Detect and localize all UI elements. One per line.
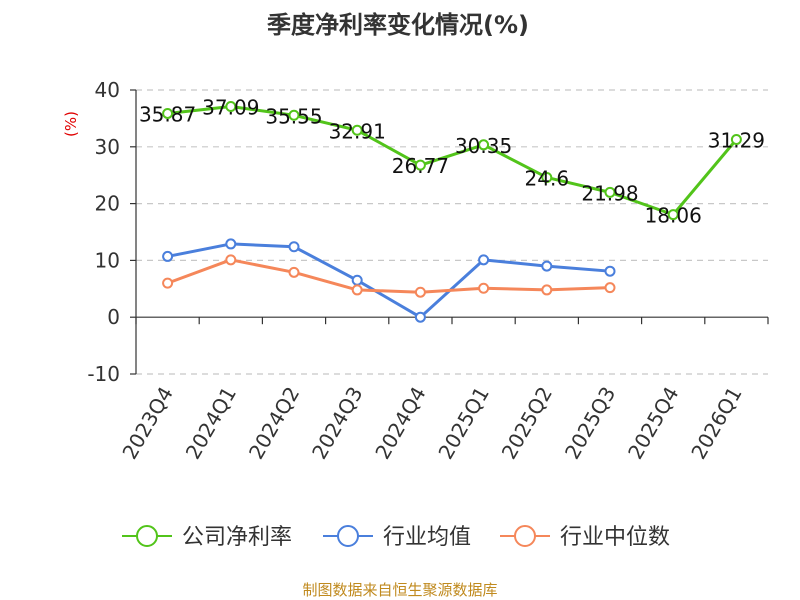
x-tick-label: 2026Q1 [686,383,746,464]
data-label: 37.09 [202,96,259,120]
data-point [478,139,490,151]
legend-marker [337,525,359,547]
data-point [541,171,553,183]
x-tick-label: 2025Q2 [497,383,557,464]
y-tick-label: 40 [95,78,120,102]
data-point [288,266,300,278]
data-point [288,109,300,121]
data-point [351,274,363,286]
legend[interactable]: 公司净利率 行业均值 行业中位数 [122,525,670,550]
data-point [414,286,426,298]
data-point [730,133,742,145]
data-point [604,265,616,277]
y-tick-label: 20 [95,192,120,216]
data-label: 24.6 [525,166,570,190]
data-point [225,254,237,266]
legend-label: 行业中位数 [560,525,670,550]
legend-label: 公司净利率 [182,525,292,550]
data-point [541,260,553,272]
data-label: 32.91 [329,119,386,143]
y-tick-label: 30 [95,135,120,159]
x-tick-label: 2024Q4 [370,383,430,464]
axes: -10 0 10 20 30 40 2023Q4 2024Q1 2024Q2 2024Q3 2024… [87,78,769,464]
source-note: 制图数据来自恒生聚源数据库 [302,581,497,599]
data-point [414,159,426,171]
x-tick-label: 2023Q4 [117,383,177,464]
chart-title: 季度净利率变化情况(%) [267,11,529,39]
y-axis-label: (%) [62,111,80,137]
data-point [604,282,616,294]
data-point [478,254,490,266]
data-point [225,238,237,250]
data-point [288,241,300,253]
x-tick-label: 2025Q1 [433,382,493,463]
grid [136,89,768,375]
data-label: 21.98 [581,181,638,205]
data-point [162,277,174,289]
data-point [478,282,490,294]
legend-marker [514,525,536,547]
data-label: 18.06 [645,204,702,228]
data-point [225,101,237,113]
x-tick-label: 2024Q3 [307,383,367,464]
data-label: 31.29 [708,128,765,152]
data-point [162,107,174,119]
legend-item[interactable]: 行业中位数 [500,525,670,550]
x-tick-label: 2024Q1 [181,383,241,464]
series-group [162,101,742,323]
data-point [351,124,363,136]
y-tick-label: 10 [95,248,120,272]
x-tick-label: 2025Q3 [560,383,620,464]
data-point [604,186,616,198]
data-point [414,311,426,323]
series-line [167,258,611,294]
series-line [167,242,611,319]
legend-item[interactable]: 公司净利率 [122,525,292,550]
data-point [162,250,174,262]
data-point [667,209,679,221]
x-tick-label: 2024Q2 [244,383,304,464]
data-label: 30.35 [455,134,512,158]
data-label: 35.55 [265,104,322,128]
legend-item[interactable]: 行业均值 [323,525,471,550]
data-label: 35.87 [139,102,196,126]
y-tick-label: -10 [87,362,120,386]
series-line [167,105,738,217]
y-tick-label: 0 [107,305,120,329]
legend-label: 行业均值 [383,525,471,550]
data-point [541,284,553,296]
data-point [351,284,363,296]
data-label: 26.77 [392,154,449,178]
legend-marker [136,525,158,547]
x-tick-label: 2025Q4 [623,383,683,464]
